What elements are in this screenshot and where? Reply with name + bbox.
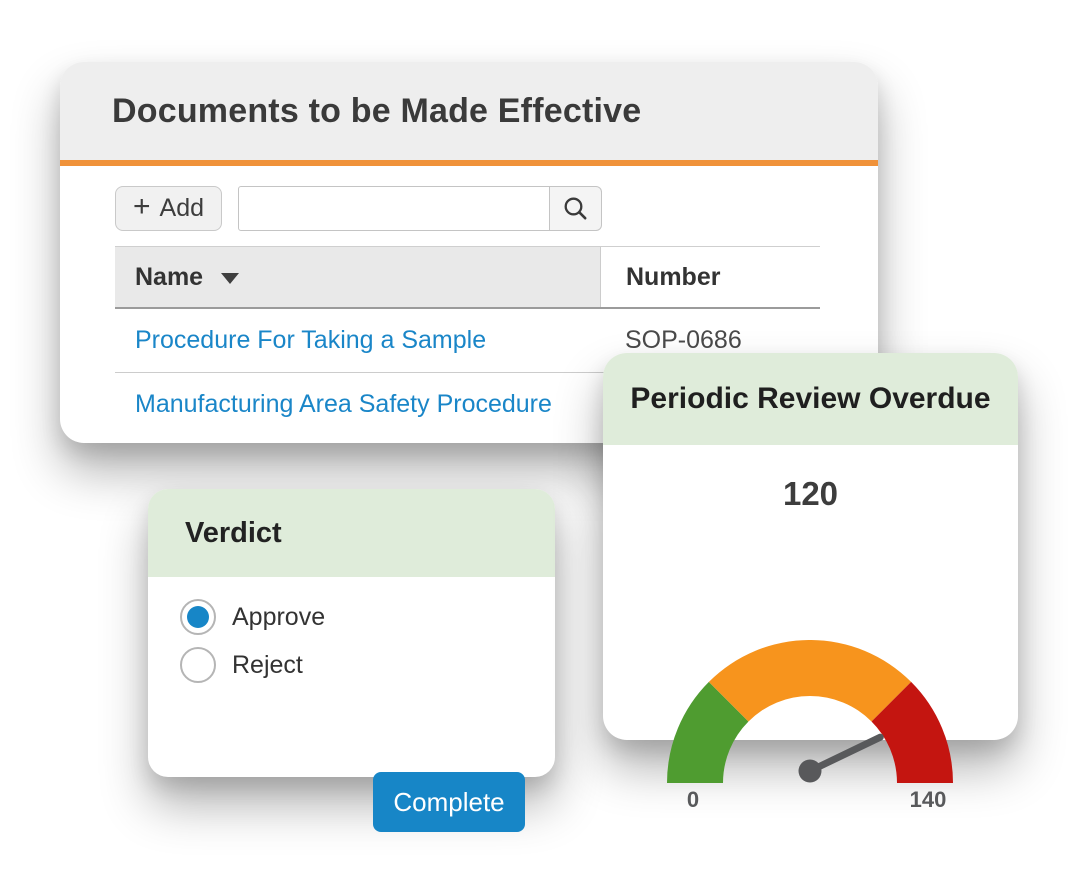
verdict-card-header: Verdict xyxy=(148,489,555,577)
documents-card-header: Documents to be Made Effective xyxy=(60,62,878,160)
periodic-review-card-title: Periodic Review Overdue xyxy=(630,382,990,416)
gauge-value-label: 120 xyxy=(603,475,1018,513)
radio-option-approve[interactable]: Approve xyxy=(180,599,555,635)
periodic-review-card-header: Periodic Review Overdue xyxy=(603,353,1018,445)
column-header-name-label: Name xyxy=(135,263,203,292)
column-header-name[interactable]: Name xyxy=(115,247,600,307)
verdict-card-title: Verdict xyxy=(185,517,282,550)
radio-option-reject[interactable]: Reject xyxy=(180,647,555,683)
complete-button[interactable]: Complete xyxy=(373,772,525,832)
add-button-label: Add xyxy=(160,194,204,223)
search-button[interactable] xyxy=(550,186,602,231)
gauge-max-label: 140 xyxy=(910,787,947,813)
gauge-min-label: 0 xyxy=(687,787,699,813)
document-number-cell: SOP-0686 xyxy=(600,326,820,355)
sort-descending-icon xyxy=(221,273,239,284)
search-icon xyxy=(562,195,589,222)
add-button[interactable]: + Add xyxy=(115,186,222,231)
column-header-number-label: Number xyxy=(626,263,720,292)
radio-button-icon[interactable] xyxy=(180,647,216,683)
documents-card-title: Documents to be Made Effective xyxy=(112,92,641,131)
document-name-cell: Procedure For Taking a Sample xyxy=(115,326,600,355)
verdict-card: Verdict Approve Reject Complete xyxy=(148,489,555,777)
verdict-radio-group: Approve Reject Complete xyxy=(148,577,555,683)
table-header-row: Name Number xyxy=(115,247,820,309)
document-link[interactable]: Procedure For Taking a Sample xyxy=(135,326,486,354)
plus-icon: + xyxy=(133,192,151,222)
gauge-chart: 120 0 140 xyxy=(603,475,1018,770)
search-input[interactable] xyxy=(238,186,550,231)
radio-option-approve-label: Approve xyxy=(232,603,325,632)
periodic-review-card: Periodic Review Overdue 120 0 140 xyxy=(603,353,1018,740)
column-header-number[interactable]: Number xyxy=(600,247,820,307)
documents-toolbar: + Add xyxy=(115,186,878,231)
radio-option-reject-label: Reject xyxy=(232,651,303,680)
document-name-cell: Manufacturing Area Safety Procedure xyxy=(115,390,600,419)
verdict-card-body: Approve Reject Complete xyxy=(148,577,555,777)
document-link[interactable]: Manufacturing Area Safety Procedure xyxy=(135,390,552,418)
radio-button-icon[interactable] xyxy=(180,599,216,635)
search-box xyxy=(238,186,602,231)
gauge-arc xyxy=(665,640,955,790)
